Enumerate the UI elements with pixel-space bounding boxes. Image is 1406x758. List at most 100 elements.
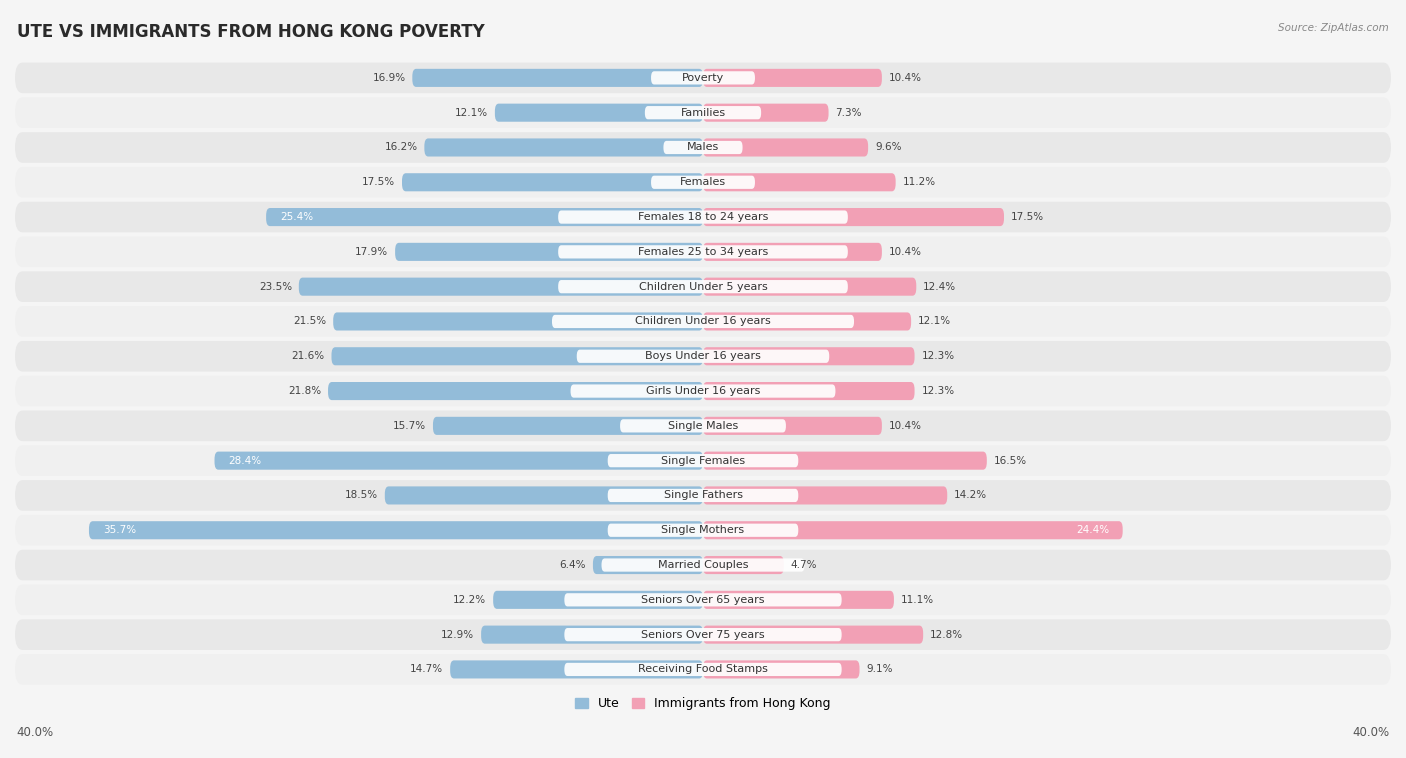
Text: Females 25 to 34 years: Females 25 to 34 years xyxy=(638,247,768,257)
FancyBboxPatch shape xyxy=(664,141,742,154)
Text: Females 18 to 24 years: Females 18 to 24 years xyxy=(638,212,768,222)
FancyBboxPatch shape xyxy=(333,312,703,330)
FancyBboxPatch shape xyxy=(651,176,755,189)
FancyBboxPatch shape xyxy=(15,446,1391,476)
FancyBboxPatch shape xyxy=(15,654,1391,684)
FancyBboxPatch shape xyxy=(425,139,703,156)
FancyBboxPatch shape xyxy=(266,208,703,226)
Text: Single Females: Single Females xyxy=(661,456,745,465)
Text: 10.4%: 10.4% xyxy=(889,247,922,257)
FancyBboxPatch shape xyxy=(607,524,799,537)
FancyBboxPatch shape xyxy=(703,104,828,122)
Text: Seniors Over 65 years: Seniors Over 65 years xyxy=(641,595,765,605)
Text: 16.2%: 16.2% xyxy=(384,143,418,152)
Text: 10.4%: 10.4% xyxy=(889,421,922,431)
FancyBboxPatch shape xyxy=(703,174,896,191)
Text: Males: Males xyxy=(688,143,718,152)
FancyBboxPatch shape xyxy=(15,550,1391,581)
Text: 12.8%: 12.8% xyxy=(929,630,963,640)
Text: Females: Females xyxy=(681,177,725,187)
FancyBboxPatch shape xyxy=(412,69,703,87)
FancyBboxPatch shape xyxy=(703,487,948,505)
FancyBboxPatch shape xyxy=(620,419,786,433)
FancyBboxPatch shape xyxy=(703,243,882,261)
FancyBboxPatch shape xyxy=(402,174,703,191)
Text: 12.4%: 12.4% xyxy=(924,282,956,292)
FancyBboxPatch shape xyxy=(564,594,842,606)
FancyBboxPatch shape xyxy=(15,515,1391,546)
FancyBboxPatch shape xyxy=(15,480,1391,511)
FancyBboxPatch shape xyxy=(495,104,703,122)
FancyBboxPatch shape xyxy=(15,271,1391,302)
FancyBboxPatch shape xyxy=(703,522,1122,539)
Text: UTE VS IMMIGRANTS FROM HONG KONG POVERTY: UTE VS IMMIGRANTS FROM HONG KONG POVERTY xyxy=(17,23,485,41)
FancyBboxPatch shape xyxy=(385,487,703,505)
FancyBboxPatch shape xyxy=(703,660,859,678)
Text: 15.7%: 15.7% xyxy=(392,421,426,431)
FancyBboxPatch shape xyxy=(15,236,1391,267)
FancyBboxPatch shape xyxy=(15,411,1391,441)
FancyBboxPatch shape xyxy=(564,628,842,641)
Text: 14.2%: 14.2% xyxy=(955,490,987,500)
Text: 12.3%: 12.3% xyxy=(921,351,955,362)
FancyBboxPatch shape xyxy=(89,522,703,539)
Text: Girls Under 16 years: Girls Under 16 years xyxy=(645,386,761,396)
FancyBboxPatch shape xyxy=(450,660,703,678)
FancyBboxPatch shape xyxy=(703,312,911,330)
FancyBboxPatch shape xyxy=(703,590,894,609)
FancyBboxPatch shape xyxy=(433,417,703,435)
Text: Seniors Over 75 years: Seniors Over 75 years xyxy=(641,630,765,640)
FancyBboxPatch shape xyxy=(15,584,1391,615)
FancyBboxPatch shape xyxy=(703,625,924,644)
FancyBboxPatch shape xyxy=(215,452,703,470)
Text: 11.2%: 11.2% xyxy=(903,177,935,187)
FancyBboxPatch shape xyxy=(703,208,1004,226)
Text: 12.1%: 12.1% xyxy=(456,108,488,117)
FancyBboxPatch shape xyxy=(576,349,830,363)
FancyBboxPatch shape xyxy=(553,315,853,328)
FancyBboxPatch shape xyxy=(651,71,755,84)
Text: 21.6%: 21.6% xyxy=(291,351,325,362)
Text: 14.7%: 14.7% xyxy=(411,665,443,675)
Text: 17.5%: 17.5% xyxy=(1011,212,1045,222)
FancyBboxPatch shape xyxy=(593,556,703,574)
FancyBboxPatch shape xyxy=(703,347,914,365)
FancyBboxPatch shape xyxy=(332,347,703,365)
FancyBboxPatch shape xyxy=(481,625,703,644)
Text: 40.0%: 40.0% xyxy=(1353,726,1389,739)
FancyBboxPatch shape xyxy=(15,132,1391,163)
FancyBboxPatch shape xyxy=(15,63,1391,93)
FancyBboxPatch shape xyxy=(15,97,1391,128)
Text: 21.5%: 21.5% xyxy=(294,316,326,327)
Text: 25.4%: 25.4% xyxy=(280,212,314,222)
FancyBboxPatch shape xyxy=(703,69,882,87)
FancyBboxPatch shape xyxy=(15,167,1391,198)
FancyBboxPatch shape xyxy=(328,382,703,400)
FancyBboxPatch shape xyxy=(703,452,987,470)
Text: Single Males: Single Males xyxy=(668,421,738,431)
Text: Boys Under 16 years: Boys Under 16 years xyxy=(645,351,761,362)
FancyBboxPatch shape xyxy=(645,106,761,119)
FancyBboxPatch shape xyxy=(703,139,868,156)
FancyBboxPatch shape xyxy=(703,277,917,296)
FancyBboxPatch shape xyxy=(564,662,842,676)
Text: 9.6%: 9.6% xyxy=(875,143,901,152)
Text: Families: Families xyxy=(681,108,725,117)
Text: 16.9%: 16.9% xyxy=(373,73,405,83)
FancyBboxPatch shape xyxy=(558,246,848,258)
FancyBboxPatch shape xyxy=(607,489,799,502)
Legend: Ute, Immigrants from Hong Kong: Ute, Immigrants from Hong Kong xyxy=(569,692,837,715)
Text: 40.0%: 40.0% xyxy=(17,726,53,739)
FancyBboxPatch shape xyxy=(607,454,799,467)
Text: Married Couples: Married Couples xyxy=(658,560,748,570)
Text: Single Mothers: Single Mothers xyxy=(661,525,745,535)
FancyBboxPatch shape xyxy=(703,556,783,574)
FancyBboxPatch shape xyxy=(494,590,703,609)
Text: 12.9%: 12.9% xyxy=(441,630,474,640)
FancyBboxPatch shape xyxy=(15,619,1391,650)
FancyBboxPatch shape xyxy=(703,417,882,435)
Text: 28.4%: 28.4% xyxy=(228,456,262,465)
FancyBboxPatch shape xyxy=(15,306,1391,337)
Text: 35.7%: 35.7% xyxy=(103,525,136,535)
Text: Children Under 16 years: Children Under 16 years xyxy=(636,316,770,327)
